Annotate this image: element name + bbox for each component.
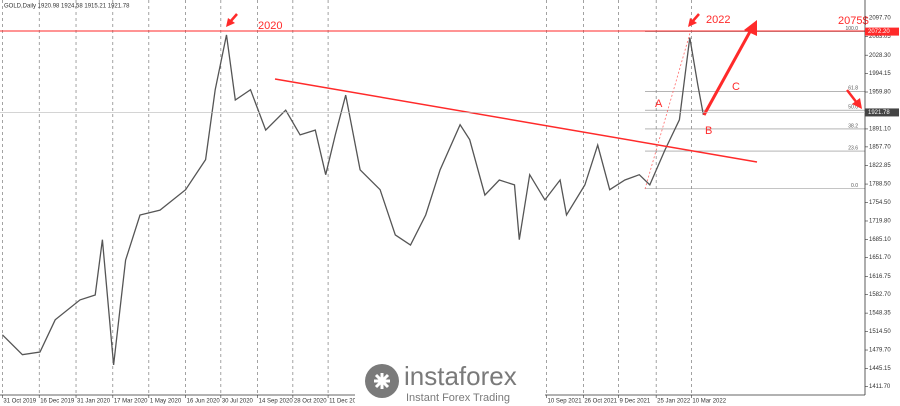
- fib-label: 23.6: [848, 145, 858, 151]
- x-tick-label: 31 Oct 2019: [3, 399, 36, 405]
- wave-label: B: [705, 125, 712, 137]
- price-marker-label: 1921.78: [868, 110, 890, 116]
- watermark-icon: [374, 373, 390, 389]
- x-tick-label: 31 Jan 2020: [77, 399, 111, 405]
- fib-label: 61.8: [848, 86, 858, 92]
- annotation: 2022: [706, 14, 730, 26]
- annotation: 2075$: [838, 15, 869, 27]
- fib-label: 0.0: [851, 183, 858, 189]
- x-tick-label: 26 Oct 2021: [584, 399, 617, 405]
- y-tick-label: 1788.50: [869, 182, 891, 188]
- fib-diagonal: [644, 32, 691, 190]
- y-tick-label: 1891.10: [869, 127, 891, 133]
- x-tick-label: 25 Jan 2022: [657, 399, 691, 405]
- x-tick-label: 30 Jul 2020: [222, 399, 254, 405]
- y-tick-label: 1754.50: [869, 200, 891, 206]
- y-tick-label: 2028.30: [869, 53, 891, 59]
- wave-label: A: [655, 98, 663, 110]
- price-line: [1, 34, 705, 365]
- y-tick-label: 1411.70: [869, 384, 891, 390]
- y-tick-label: 1616.75: [869, 274, 891, 280]
- y-tick-label: 1719.80: [869, 219, 891, 225]
- y-tick-label: 1959.80: [869, 90, 891, 96]
- trend-line: [274, 78, 758, 163]
- y-tick-label: 2097.70: [869, 15, 891, 21]
- annotation: 2020: [258, 20, 282, 32]
- arrow-head: [744, 20, 757, 36]
- x-tick-label: 1 May 2020: [150, 399, 182, 405]
- x-tick-label: 11 Dec 2020: [329, 399, 363, 405]
- arrow-head: [852, 98, 862, 109]
- y-tick-label: 1445.15: [869, 366, 891, 372]
- y-tick-label: 1651.70: [869, 255, 891, 261]
- forecast-arrow: [702, 27, 754, 116]
- x-tick-label: 28 Oct 2020: [294, 399, 327, 405]
- wave-label: C: [732, 81, 740, 93]
- x-tick-label: 10 Mar 2022: [692, 399, 726, 405]
- plot: 100.0 61.8 50.0 38.2 23.6 0.0: [1, 26, 865, 365]
- y-tick-label: 1857.70: [869, 144, 891, 150]
- arrow-down: [846, 89, 858, 104]
- price-marker-label: 2072.20: [868, 29, 890, 35]
- fib-label: 50.0: [848, 104, 858, 110]
- x-tick-label: 14 Sep 2020: [259, 399, 294, 405]
- overlay: 2072.20 1921.78: [0, 27, 899, 117]
- price-marker: [865, 108, 899, 117]
- y-tick-label: 2063.05: [869, 34, 891, 40]
- fib-label: 100.0: [845, 26, 858, 32]
- chart-title: GOLD,Daily 1920.98 1924.58 1915.21 1921.…: [4, 4, 130, 10]
- y-tick-label: 1548.35: [869, 311, 891, 317]
- x-tick-label: 16 Jun 2020: [187, 399, 221, 405]
- y-tick-label: 1514.50: [869, 329, 891, 335]
- y-tick-label: 1479.70: [869, 348, 891, 354]
- y-tick-label: 1582.70: [869, 292, 891, 298]
- x-tick-label: 9 Dec 2021: [620, 399, 651, 405]
- y-tick-label: 1685.10: [869, 237, 891, 243]
- fib-label: 38.2: [848, 123, 858, 129]
- arrow-head: [226, 18, 235, 27]
- price-marker: [865, 27, 899, 36]
- watermark-brand: instaforex: [404, 361, 517, 391]
- y-tick-label: 1822.85: [869, 163, 891, 169]
- x-tick-label: 17 Mar 2020: [114, 399, 148, 405]
- x-tick-label: 16 Dec 2019: [40, 399, 75, 405]
- watermark-tagline: Instant Forex Trading: [406, 392, 510, 404]
- x-tick-label: 10 Sep 2021: [548, 399, 583, 405]
- y-tick-label: 1994.15: [869, 71, 891, 77]
- arrow-head: [688, 18, 697, 27]
